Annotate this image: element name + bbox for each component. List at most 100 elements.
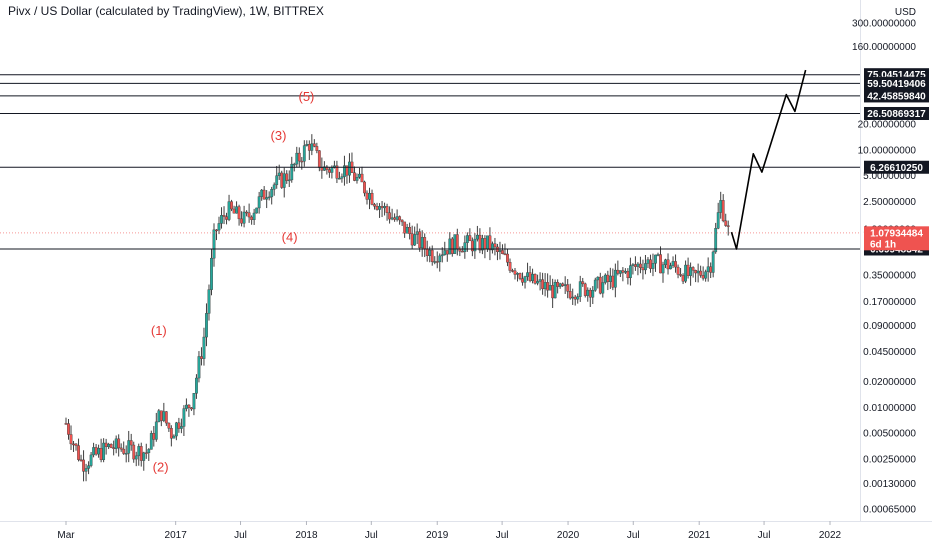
forecast-drawing[interactable] [730,69,807,250]
candle-body [460,250,464,253]
candle-body [448,238,452,255]
time-axis-tick-label: Jul [496,530,509,541]
wave-label: (2) [153,459,169,474]
price-tag-label: 42.45859840 [867,91,926,102]
price-axis-tick-label: 0.09000000 [863,321,916,332]
candle-body [691,267,695,271]
time-axis-tick-label: 2018 [295,530,318,541]
candle-body [566,284,570,292]
candle-body [297,152,301,162]
candle-body [659,254,662,274]
candle-body [548,285,552,291]
time-axis-tick-label: Jul [234,530,247,541]
candle-body [185,404,188,409]
price-tag-2 [864,76,929,90]
candle-body [305,144,309,146]
candle-body [634,264,637,267]
candle-body [408,227,412,234]
candle-body [465,235,469,243]
candle-body [684,264,687,282]
candle-body [656,254,660,256]
candle-body [714,228,718,253]
candle-body [440,254,444,257]
candle-body [330,167,334,173]
price-axis-tick-label: 0.17000000 [863,297,916,308]
candle-body [302,145,306,162]
candle-body [531,273,534,282]
candle-body [453,234,457,254]
candle-body [523,276,527,283]
candle-body [626,270,630,279]
candle-body [358,173,361,178]
wave-labels: (1) (2) (3) (4) (5) [151,89,315,474]
candle-body [307,144,311,151]
candle-body [162,411,166,421]
time-axis-tick-label: Jul [365,530,378,541]
candle-body [621,270,625,273]
candle-body [267,196,271,199]
wave-label: (1) [151,323,167,338]
candle-body [167,422,171,429]
candle-body [603,274,607,283]
candle-body [598,276,602,294]
candle-body [588,289,592,298]
price-axis-tick-label: 0.02000000 [863,377,916,388]
price-axis[interactable]: USD 300.00000000 160.00000000 20.00000000 1… [852,7,916,516]
candle-body [272,184,276,190]
candle-body [169,428,173,439]
last-price-tag [864,226,929,251]
candle-body [669,265,672,270]
candle-body [641,267,645,271]
last-price-label: 1.07934484 [870,228,923,239]
last-price-countdown: 6d 1h [870,239,896,250]
candle-body [639,263,642,268]
forecast-path[interactable] [730,69,807,250]
time-axis-tick-label: 2020 [557,530,580,541]
price-axis-tick-label: 300.00000000 [852,19,916,30]
candle-body [398,216,402,221]
horizontal-levels[interactable] [0,74,860,250]
price-axis-tick-label: 0.00130000 [863,479,916,490]
candle-body [310,143,314,151]
candle-body [363,181,366,194]
candle-body [227,201,231,220]
candle-body [327,169,331,173]
candle-body [265,197,269,200]
candle-body [701,275,705,279]
candle-body [240,218,243,224]
candle-body [280,172,284,188]
candle-body [139,446,143,461]
candle-body [583,283,587,296]
candle-body [601,282,605,294]
candle-body [536,281,539,284]
candle-body [317,150,321,168]
time-axis[interactable]: Mar 2017 Jul 2018 Jul 2019 Jul 2020 Jul 2021 Jul 20… [57,521,842,541]
candle-body [312,143,316,147]
price-tag-4 [864,106,929,120]
candle-body [644,263,647,271]
candle-body [74,443,78,446]
candle-body [674,261,677,268]
candle-body [247,212,251,218]
candle-body [651,263,655,269]
candle-body [373,204,376,207]
candle-body [235,206,238,214]
candle-body [666,259,670,270]
candle-body [395,216,399,220]
candle-body [664,259,667,265]
candle-body [212,229,216,259]
price-tag-label: 59.50419406 [867,79,926,90]
candle-body [82,459,85,472]
candle-body [403,221,407,234]
price-tag-label: 75.04514475 [867,70,926,81]
candle-body [94,447,98,455]
candle-body [558,283,562,287]
candle-body [581,281,585,285]
candle-body [593,279,597,291]
candle-body [147,449,151,454]
price-tag-label: 26.50869317 [867,109,926,120]
candle-body [79,459,83,461]
candle-body [210,257,213,290]
candle-body [608,275,612,283]
